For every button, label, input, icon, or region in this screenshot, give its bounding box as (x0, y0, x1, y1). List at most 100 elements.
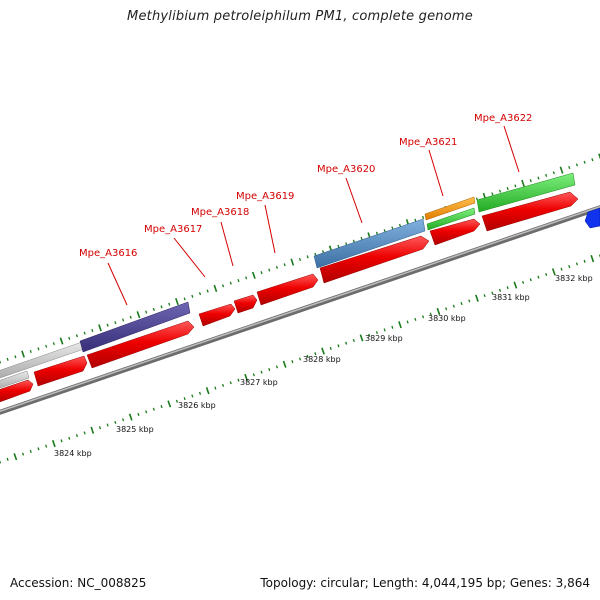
minor-tick (329, 346, 332, 351)
kbp-label: 3827 kbp (240, 378, 278, 387)
minor-tick (375, 331, 379, 335)
minor-tick (291, 360, 294, 364)
kbp-label: 3829 kbp (365, 334, 403, 343)
minor-tick (552, 171, 555, 175)
minor-tick (275, 265, 279, 269)
minor-tick (321, 250, 325, 254)
kbp-label: 3826 kbp (178, 401, 216, 410)
major-tick (205, 387, 210, 395)
steelblue-feature-bar (313, 218, 426, 269)
minor-tick (183, 297, 186, 301)
minor-tick (337, 244, 340, 248)
minor-tick (345, 341, 348, 345)
scale-labels: 3824 kbp 3825 kbp 3826 kbp 3827 kbp 3828… (54, 274, 593, 458)
minor-tick (491, 291, 494, 295)
minor-tick (491, 192, 494, 196)
minor-tick (506, 286, 509, 290)
minor-tick (414, 317, 417, 321)
gene-label: Mpe_A3620 (317, 164, 375, 175)
genome-title: Methylibium petroleiphilum PM1, complete… (127, 9, 473, 24)
minor-tick (568, 264, 571, 269)
gene-label: Mpe_A3616 (79, 248, 137, 259)
backbone (0, 205, 600, 415)
major-tick (359, 334, 364, 342)
minor-tick (568, 165, 571, 170)
minor-tick (575, 262, 579, 266)
minor-tick (106, 323, 109, 327)
major-tick (436, 307, 441, 316)
gray-feature-bar (0, 370, 30, 389)
minor-tick (583, 160, 586, 164)
minor-tick (268, 367, 271, 372)
minor-tick (421, 215, 425, 220)
kbp-label: 3831 kbp (492, 293, 530, 302)
minor-tick (468, 299, 471, 303)
minor-tick (68, 336, 71, 340)
minor-tick (352, 338, 355, 343)
minor-tick (75, 434, 79, 438)
minor-tick (383, 328, 386, 332)
minor-tick (298, 257, 302, 262)
minor-tick (252, 373, 255, 377)
minor-tick (575, 163, 579, 167)
minor-tick (191, 394, 194, 398)
minor-tick (198, 391, 202, 395)
feature-band (0, 172, 576, 389)
kbp-label: 3832 kbp (555, 274, 593, 283)
minor-tick (198, 292, 202, 296)
minor-tick (229, 281, 232, 285)
minor-tick (583, 259, 586, 263)
minor-tick (37, 447, 40, 451)
minor-tick (91, 328, 94, 333)
minor-tick (60, 439, 63, 443)
minor-tick (283, 263, 286, 267)
minor-tick (560, 267, 563, 271)
minor-tick (29, 449, 32, 454)
major-tick (244, 373, 249, 382)
minor-tick (306, 255, 309, 259)
minor-tick (206, 289, 209, 293)
gene-arrow (233, 294, 258, 314)
orange-feature-bar (424, 196, 476, 221)
minor-tick (529, 278, 532, 282)
major-tick (598, 153, 600, 160)
minor-tick (52, 342, 55, 346)
minor-tick (14, 355, 17, 359)
minor-tick (45, 344, 48, 348)
gene-arrow (256, 273, 319, 306)
minor-tick (152, 307, 155, 312)
green-feature-bar (426, 207, 476, 231)
gene-arrow (198, 303, 236, 327)
major-tick (398, 321, 402, 329)
minor-tick (383, 229, 386, 233)
gene-label: Mpe_A3621 (399, 137, 457, 148)
minor-tick (375, 231, 379, 235)
minor-tick (406, 320, 409, 324)
minor-tick (0, 460, 2, 464)
accession-label: Accession: NC_008825 (10, 576, 147, 590)
minor-tick (121, 418, 125, 422)
major-tick (213, 284, 218, 292)
minor-tick (452, 304, 455, 308)
minor-tick (314, 352, 317, 356)
major-tick (136, 311, 141, 319)
minor-tick (83, 331, 86, 335)
green-feature-bar (476, 172, 576, 213)
major-tick (90, 426, 95, 434)
gene-arrow (481, 191, 579, 232)
major-tick (59, 337, 64, 345)
minor-tick (506, 186, 509, 191)
minor-tick (521, 280, 525, 284)
minor-tick (368, 333, 371, 337)
minor-tick (6, 457, 9, 461)
minor-tick (545, 272, 548, 277)
minor-tick (529, 179, 532, 183)
minor-tick (421, 315, 425, 319)
minor-tick (21, 452, 25, 456)
minor-tick (0, 360, 2, 364)
minor-tick (306, 354, 309, 358)
kbp-label: 3828 kbp (303, 355, 341, 364)
minor-tick (221, 284, 225, 288)
minor-tick (221, 383, 225, 387)
minor-tick (114, 420, 117, 424)
